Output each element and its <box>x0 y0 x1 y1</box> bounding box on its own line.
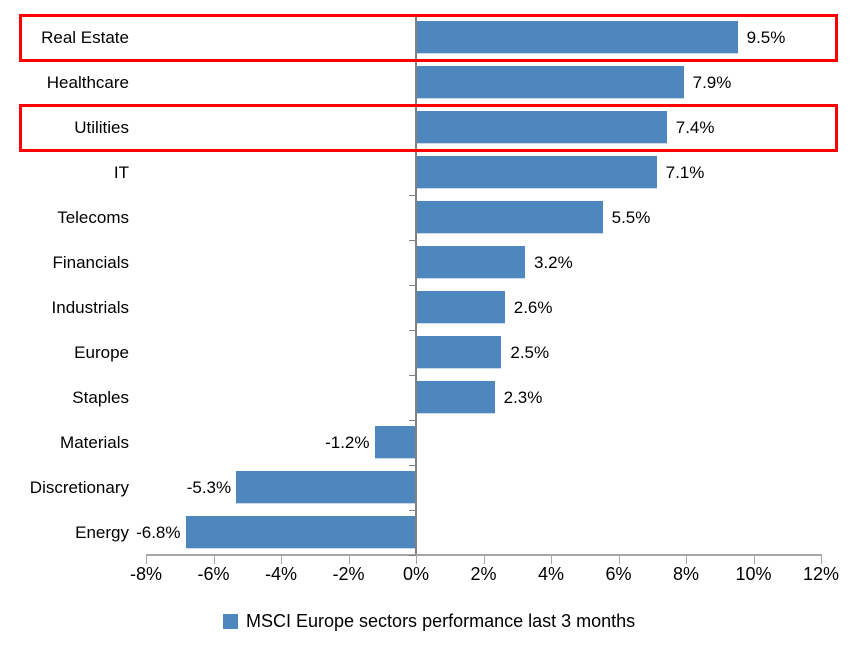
x-axis-tick <box>348 556 350 564</box>
x-axis-tick-label: -4% <box>264 564 297 584</box>
data-label: 7.4% <box>675 118 715 137</box>
category-label: Financials <box>52 253 129 272</box>
x-axis-tick <box>551 556 552 564</box>
data-label: 3.2% <box>534 253 573 272</box>
bar-telecoms <box>417 201 603 233</box>
category-tick <box>409 420 416 421</box>
bar-healthcare <box>417 66 684 98</box>
data-label: 5.5% <box>611 208 651 227</box>
category-label: Real Estate <box>41 28 129 47</box>
category-label: Discretionary <box>29 478 129 497</box>
x-axis-tick-label: -6% <box>197 564 230 584</box>
x-axis-tick <box>483 556 485 564</box>
category-label: Healthcare <box>46 73 129 92</box>
x-axis-tick-label: 0% <box>402 564 429 584</box>
bar-real-estate <box>417 21 738 53</box>
category-tick <box>409 240 416 241</box>
bar-industrials <box>417 291 505 323</box>
category-tick <box>409 330 416 331</box>
category-tick <box>409 15 416 16</box>
category-tick <box>409 195 416 196</box>
data-label: 7.9% <box>692 73 732 92</box>
x-axis-line <box>146 554 822 556</box>
x-axis-tick <box>821 556 822 564</box>
x-axis-tick-label: 4% <box>537 564 564 584</box>
category-label: IT <box>113 163 129 182</box>
category-tick <box>409 510 416 511</box>
category-tick <box>409 555 416 556</box>
bar-discretionary <box>236 471 415 503</box>
category-tick <box>409 285 416 286</box>
x-axis-tick <box>686 556 687 564</box>
data-label: 2.5% <box>510 343 550 362</box>
data-label: 7.1% <box>665 163 705 182</box>
bar-energy <box>185 516 415 548</box>
legend-label: MSCI Europe sectors performance last 3 m… <box>246 611 636 631</box>
x-axis-tick-label: 6% <box>605 564 632 584</box>
x-axis-tick <box>281 556 282 564</box>
x-axis-tick <box>416 556 417 564</box>
x-axis-tick <box>618 556 620 564</box>
category-label: Utilities <box>74 118 129 137</box>
bar-utilities <box>417 111 667 143</box>
category-tick <box>409 60 416 61</box>
x-axis-tick <box>146 556 147 564</box>
data-label: 2.3% <box>503 388 543 407</box>
data-label: 9.5% <box>746 28 786 47</box>
zero-axis-line <box>415 15 417 555</box>
x-axis-tick <box>753 556 755 564</box>
x-axis-tick-label: 2% <box>470 564 497 584</box>
bar-europe <box>417 336 502 368</box>
data-label: -5.3% <box>186 478 232 497</box>
x-axis-tick-label: 12% <box>802 564 840 584</box>
x-axis-tick-label: 8% <box>672 564 699 584</box>
bar-financials <box>417 246 525 278</box>
category-label: Industrials <box>51 298 129 317</box>
category-label: Energy <box>75 523 129 542</box>
data-label: -1.2% <box>325 433 370 452</box>
bar-it <box>417 156 657 188</box>
category-label: Europe <box>74 343 129 362</box>
category-tick <box>409 105 416 106</box>
bar-materials <box>374 426 415 458</box>
category-label: Materials <box>60 433 129 452</box>
data-label: -6.8% <box>136 523 181 542</box>
data-label: 2.6% <box>513 298 553 317</box>
x-axis-tick-label: 10% <box>735 564 772 584</box>
legend-swatch-icon <box>223 613 238 629</box>
bar-staples <box>417 381 495 413</box>
category-label: Staples <box>72 388 129 407</box>
category-tick <box>409 375 416 376</box>
legend: MSCI Europe sectors performance last 3 m… <box>223 610 635 632</box>
x-axis-tick-label: -2% <box>332 564 365 584</box>
category-tick <box>409 150 416 151</box>
category-label: Telecoms <box>57 208 129 227</box>
x-axis-tick <box>213 556 215 564</box>
category-tick <box>409 465 416 466</box>
x-axis-tick-label: -8% <box>129 564 162 584</box>
